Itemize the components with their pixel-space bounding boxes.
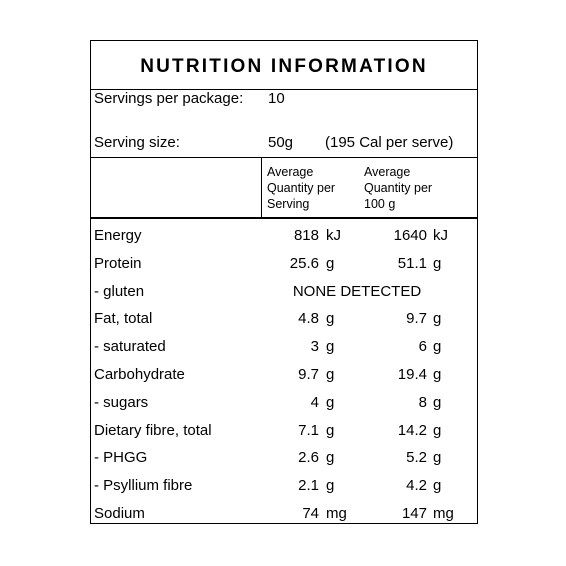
nutrient-serving-value: 9.7 — [298, 366, 319, 383]
divider — [91, 157, 477, 158]
servings-value: 10 — [268, 90, 285, 107]
nutrient-per100-unit: g — [433, 449, 442, 467]
nutrient-name: - Psyllium fibre — [94, 477, 193, 495]
divider-thick — [91, 217, 477, 219]
nutrient-per100-value: 5.2 — [406, 449, 427, 467]
serving-calories-note: (195 Cal per serve) — [325, 134, 454, 151]
nutrient-per100-unit: g — [433, 477, 442, 495]
nutrient-per100-value: 51.1 — [397, 254, 427, 272]
nutrient-name: - PHGG — [94, 449, 148, 467]
nutrient-serving-value: 7.1 — [298, 421, 319, 439]
nutrient-per100-value: 6 — [418, 338, 427, 356]
header-per-serving: Average Quantity per Serving — [267, 165, 336, 211]
nutrient-per100-value: 8 — [418, 393, 427, 411]
nutrient-name: Protein — [94, 254, 142, 272]
nutrient-per100-unit: g — [433, 338, 442, 356]
nutrient-serving-unit: g — [326, 421, 335, 439]
nutrient-name: Carbohydrate — [94, 366, 185, 383]
nutrient-name: Fat, total — [94, 310, 153, 328]
nutrient-serving-unit: g — [326, 254, 335, 272]
nutrient-per100-unit: g — [433, 366, 442, 383]
nutrient-serving-value: 4 — [310, 393, 319, 411]
panel-title: NUTRITION INFORMATION — [140, 56, 428, 77]
servings-label: Servings per package: — [94, 90, 244, 107]
nutrient-name: Energy — [94, 227, 142, 244]
nutrient-serving-value: 4.8 — [298, 310, 319, 328]
header-per-100g: Average Quantity per 100 g — [364, 165, 433, 211]
nutrient-serving-unit: g — [326, 366, 335, 383]
nutrition-panel: NUTRITION INFORMATION Servings per packa… — [90, 40, 478, 524]
nutrient-serving-unit: kJ — [326, 227, 341, 244]
nutrient-serving-unit: g — [326, 338, 335, 356]
nutrient-name: - sugars — [94, 393, 149, 411]
nutrient-per100-unit: g — [433, 421, 442, 439]
nutrient-per100-unit: g — [433, 310, 442, 328]
divider — [91, 89, 477, 90]
nutrient-serving-value: 74 — [302, 505, 319, 522]
nutrient-serving-value: 3 — [310, 338, 319, 356]
column-divider — [261, 157, 262, 217]
nutrient-combined-value: NONE DETECTED — [292, 282, 422, 300]
nutrient-per100-value: 147 — [401, 505, 427, 522]
nutrient-name: - saturated — [94, 338, 166, 356]
nutrient-serving-unit: g — [326, 310, 335, 328]
nutrient-serving-value: 818 — [293, 227, 319, 244]
nutrient-per100-value: 1640 — [393, 227, 427, 244]
nutrient-serving-unit: mg — [326, 505, 347, 522]
nutrient-per100-value: 9.7 — [406, 310, 427, 328]
nutrient-per100-value: 4.2 — [406, 477, 427, 495]
nutrient-name: Dietary fibre, total — [94, 421, 212, 439]
nutrient-per100-unit: kJ — [433, 227, 448, 244]
nutrient-serving-unit: g — [326, 393, 335, 411]
nutrient-serving-unit: g — [326, 477, 335, 495]
nutrient-serving-value: 25.6 — [289, 254, 319, 272]
nutrient-name: - gluten — [94, 282, 145, 300]
nutrient-serving-value: 2.1 — [298, 477, 319, 495]
serving-size-label: Serving size: — [94, 134, 180, 151]
serving-size-value: 50g — [268, 134, 294, 151]
nutrient-serving-value: 2.6 — [298, 449, 319, 467]
nutrient-per100-value: 19.4 — [397, 366, 427, 383]
nutrient-name: Sodium — [94, 505, 145, 522]
nutrient-serving-unit: g — [326, 449, 335, 467]
nutrient-per100-unit: g — [433, 254, 442, 272]
nutrient-per100-value: 14.2 — [397, 421, 427, 439]
nutrient-per100-unit: mg — [433, 505, 454, 522]
nutrient-per100-unit: g — [433, 393, 442, 411]
